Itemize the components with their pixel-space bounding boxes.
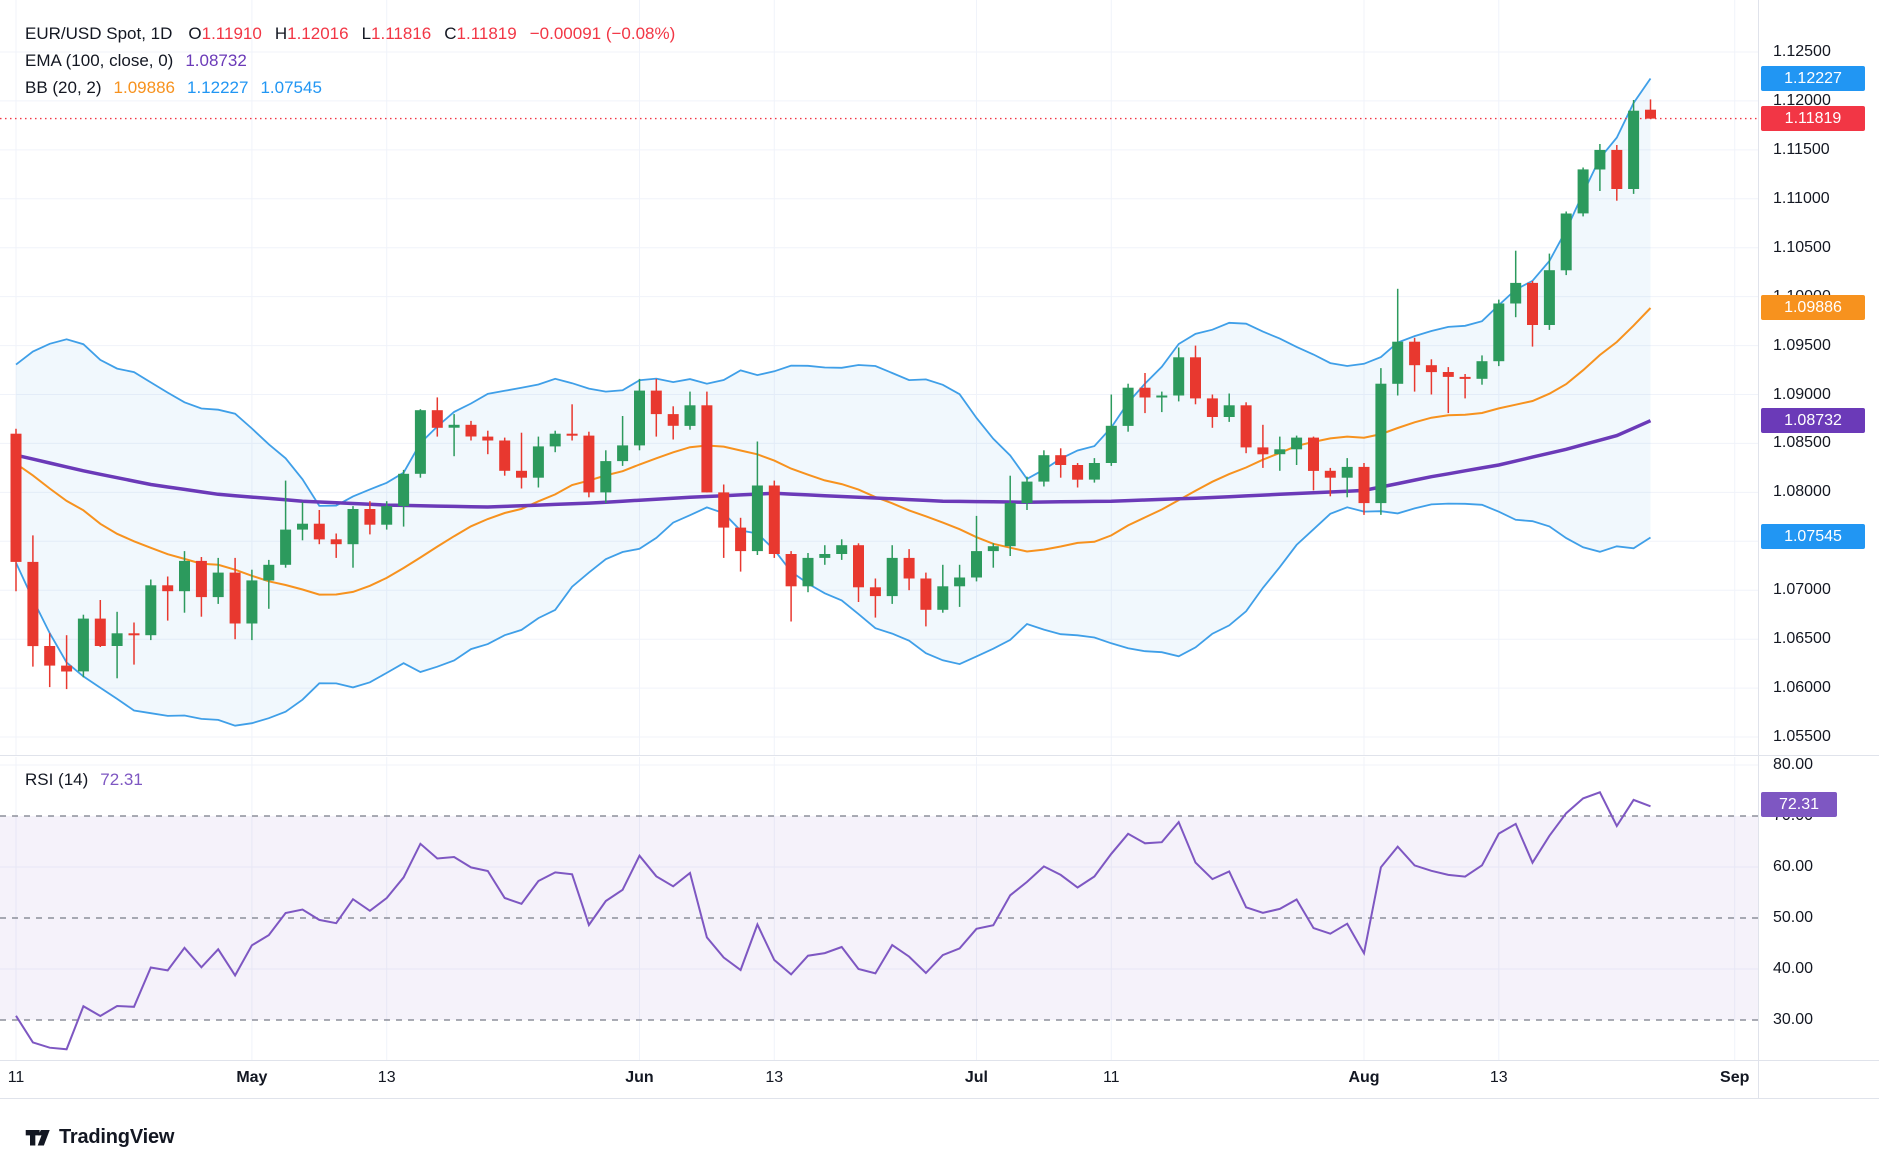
tradingview-logo[interactable]: TradingView [25,1126,174,1149]
ema-value: 1.08732 [185,50,247,70]
price-scale[interactable]: 1.125001.120001.115001.110001.105001.100… [1758,0,1879,1098]
time-axis-label: Jul [964,1069,988,1086]
chart-bottom-border [0,1098,1879,1099]
bb-fill-area [16,78,1651,726]
time-axis-label: 11 [7,1069,25,1086]
price-axis-label: 1.06000 [1773,679,1831,697]
price-badge: 1.11819 [1761,106,1865,132]
price-axis-label: 1.07000 [1773,581,1831,599]
rsi-axis-label: 80.00 [1773,756,1814,773]
bb-lower-line [15,502,1651,727]
price-badge: 1.08732 [1761,408,1865,434]
rsi-indicator-name: RSI (14) [25,770,89,789]
time-axis-label: Jun [625,1069,654,1086]
price-axis-label: 1.12500 [1773,43,1831,60]
symbol-legend-row[interactable]: EUR/USD Spot, 1D O1.11910 H1.12016 L1.11… [25,20,675,47]
bb-basis-value: 1.09886 [113,77,175,97]
time-axis-label: May [236,1069,268,1086]
chart-legend: EUR/USD Spot, 1D O1.11910 H1.12016 L1.11… [25,20,675,101]
price-axis-label: 1.11000 [1773,189,1830,207]
tradingview-logo-icon [25,1129,50,1145]
price-badge: 1.09886 [1761,295,1865,321]
time-axis-border [0,1060,1879,1061]
bb-lower-value: 1.07545 [260,77,322,97]
price-axis-label: 1.09000 [1773,385,1831,403]
rsi-axis-label: 60.00 [1773,858,1814,875]
change-value: −0.00091 (−0.08%) [529,23,676,43]
time-axis-label: Sep [1720,1069,1750,1086]
ohlc-low: L1.11816 [361,23,432,43]
time-scale[interactable]: 11 May 13 Jun 13 Jul 11 Aug 13 Sep [0,1060,1758,1098]
price-badge: 1.12227 [1761,66,1865,92]
time-axis-label: 13 [765,1069,784,1086]
time-axis-label: 13 [377,1069,396,1086]
price-axis-label: 1.08500 [1773,434,1831,452]
bb-indicator-name: BB (20, 2) [25,77,102,97]
ema-indicator-name: EMA (100, close, 0) [25,50,174,70]
bb-upper-line [15,77,1652,507]
price-axis-label: 1.10500 [1773,238,1831,256]
rsi-badge: 72.31 [1761,791,1837,817]
rsi-axis-label: 30.00 [1773,1011,1814,1028]
chart-plot-area[interactable]: EUR/USD Spot, 1D O1.11910 H1.12016 L1.11… [0,0,1758,1098]
price-chart-canvas[interactable] [0,0,1758,1098]
price-axis-label: 1.05500 [1773,728,1831,746]
price-axis-label: 1.11500 [1773,140,1830,158]
price-axis-label: 1.09500 [1773,336,1831,354]
rsi-value: 72.31 [100,770,143,789]
price-badge: 1.07545 [1761,524,1865,550]
pane-divider[interactable] [0,755,1879,756]
rsi-axis-label: 40.00 [1773,960,1814,977]
symbol-title: EUR/USD Spot, 1D [25,23,173,43]
price-axis-label: 1.12000 [1773,91,1831,109]
bb-upper-value: 1.12227 [187,77,249,97]
ohlc-close: C1.11819 [444,23,517,43]
price-axis-label: 1.06500 [1773,630,1831,648]
rsi-axis-label: 50.00 [1773,909,1814,926]
tradingview-logo-text: TradingView [59,1126,175,1148]
ohlc-open: O1.11910 [188,23,262,43]
ohlc-high: H1.12016 [274,23,349,43]
price-axis-label: 1.08000 [1773,483,1831,501]
rsi-legend-row[interactable]: RSI (14) 72.31 [25,770,155,790]
ema-legend-row[interactable]: EMA (100, close, 0) 1.08732 [25,47,675,74]
bb-legend-row[interactable]: BB (20, 2) 1.09886 1.12227 1.07545 [25,74,675,101]
rsi-line [15,791,1651,1051]
time-axis-label: 11 [1102,1069,1120,1086]
time-axis-label: Aug [1348,1069,1380,1086]
time-axis-label: 13 [1489,1069,1508,1086]
